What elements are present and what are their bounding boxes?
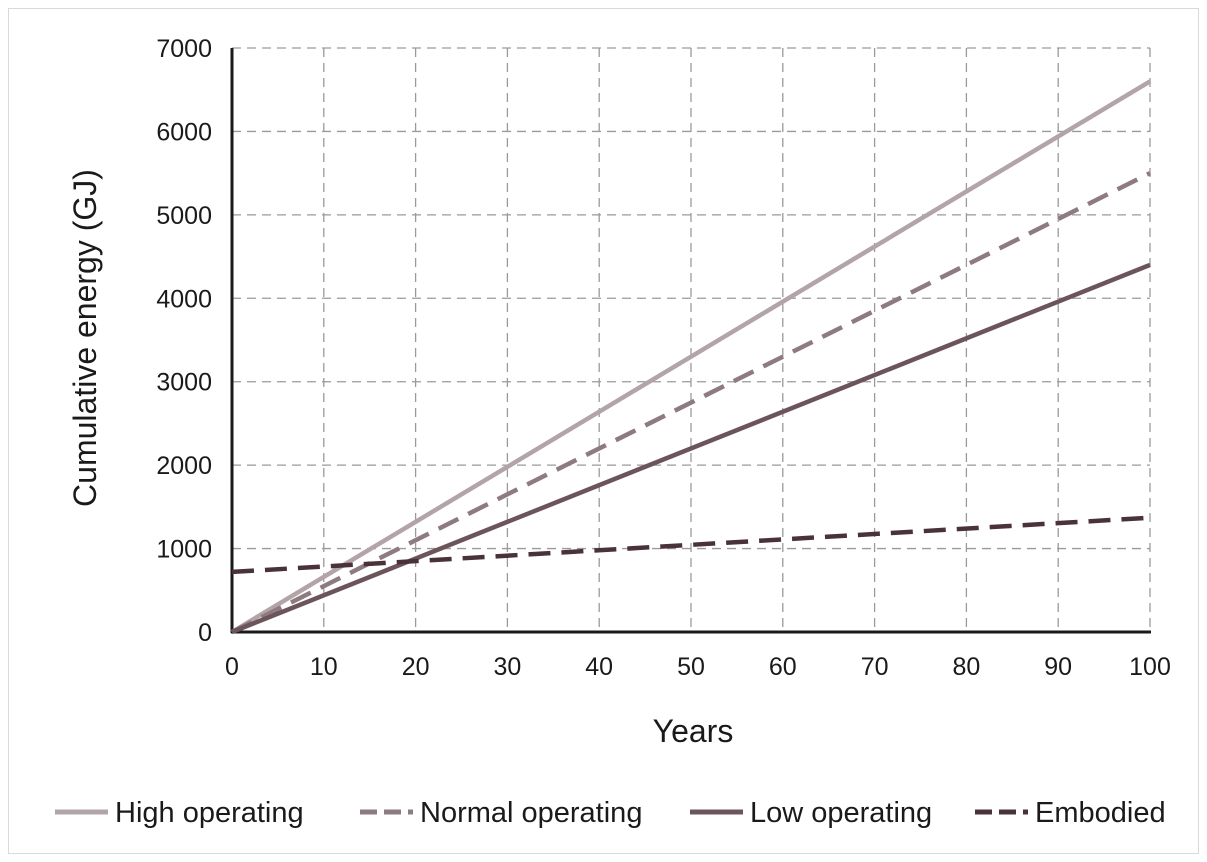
y-tick-label: 1000 <box>156 536 212 564</box>
series-line-low-operating <box>231 262 1151 635</box>
series-line-normal-operating <box>230 171 1152 635</box>
x-tick-label: 30 <box>493 653 521 681</box>
y-tick-label: 5000 <box>156 202 212 230</box>
x-tick-label: 100 <box>1129 653 1171 681</box>
y-tick-label: 7000 <box>156 35 212 63</box>
series-line-high-operating <box>230 79 1152 634</box>
legend-label: Low operating <box>750 797 932 829</box>
x-tick-label: 50 <box>677 653 705 681</box>
axes <box>230 48 1151 634</box>
x-axis-title: Years <box>653 713 734 749</box>
x-tick-label: 40 <box>585 653 613 681</box>
legend-item: Low operating <box>690 797 932 829</box>
legend-label: Embodied <box>1035 797 1166 829</box>
x-tick-label: 90 <box>1044 653 1072 681</box>
legend-item: High operating <box>55 797 304 829</box>
x-tick-label: 80 <box>952 653 980 681</box>
y-tick-labels: 0 1000 2000 3000 4000 5000 6000 7000 <box>156 35 212 647</box>
grid <box>232 47 1151 632</box>
x-tick-labels: 0 10 20 30 40 50 60 70 80 90 100 <box>225 653 1171 681</box>
legend-item: Embodied <box>975 797 1166 829</box>
series-layer <box>230 79 1152 635</box>
chart-frame <box>8 8 1199 854</box>
x-tick-label: 0 <box>225 653 239 681</box>
x-tick-label: 60 <box>769 653 797 681</box>
legend-label: High operating <box>115 797 304 829</box>
legend-label: Normal operating <box>420 797 642 829</box>
y-tick-label: 6000 <box>156 118 212 146</box>
y-tick-label: 0 <box>198 619 212 647</box>
y-tick-label: 4000 <box>156 285 212 313</box>
x-tick-label: 70 <box>861 653 889 681</box>
legend-item: Normal operating <box>360 797 642 829</box>
series-line-embodied <box>231 515 1151 575</box>
y-tick-label: 2000 <box>156 452 212 480</box>
y-axis-title: Cumulative energy (GJ) <box>67 169 103 507</box>
x-tick-label: 20 <box>402 653 430 681</box>
legend: High operating Normal operating Low operat… <box>55 797 1166 829</box>
x-tick-label: 10 <box>310 653 338 681</box>
y-tick-label: 3000 <box>156 369 212 397</box>
